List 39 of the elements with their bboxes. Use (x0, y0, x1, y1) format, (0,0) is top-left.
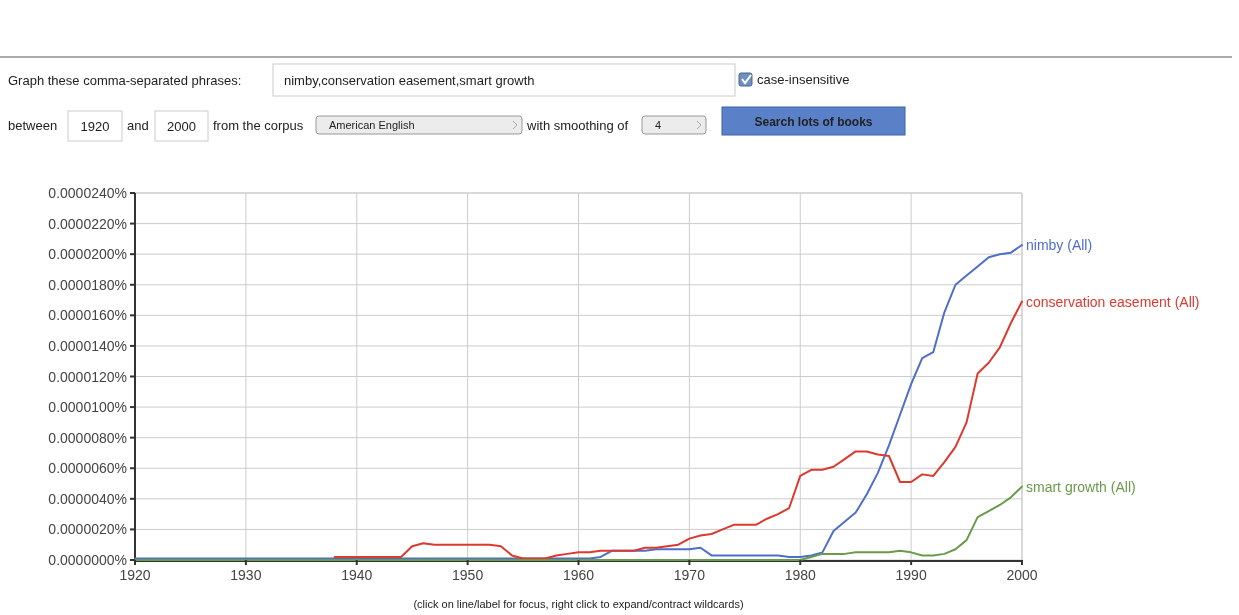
y-tick-label: 0.0000240% (48, 185, 127, 201)
y-tick-label: 0.0000020% (48, 521, 127, 538)
text: from the corpus (213, 118, 304, 133)
y-tick-label: 0.0000200% (48, 246, 127, 263)
y-tick-label: 0.0000120% (48, 368, 127, 385)
x-tick-label: 1920 (119, 567, 151, 583)
x-tick-label: 1970 (673, 567, 706, 583)
x-tick-label: 1950 (452, 567, 484, 583)
x-tick-label: 1960 (562, 567, 595, 583)
text: and (127, 118, 149, 133)
text: 2000 (167, 119, 196, 134)
text: Search lots of books (754, 115, 873, 129)
series-label: conservation easement (All) (1026, 293, 1200, 310)
text: case-insensitive (757, 72, 850, 87)
text: with smoothing of (526, 118, 629, 133)
y-tick-label: 0.0000040% (48, 490, 127, 507)
x-tick-label: 1930 (230, 567, 262, 583)
y-tick-label: 0.0000220% (48, 215, 127, 232)
y-tick-label: 0.0000180% (48, 276, 127, 293)
text: (click on line/label for focus, right click to expand/contract wildcards) (413, 598, 744, 610)
text: 4 (655, 119, 662, 131)
x-tick-label: 1990 (895, 567, 927, 583)
y-tick-label: 0.0000000% (48, 552, 127, 568)
y-tick-label: 0.0000100% (48, 399, 127, 416)
x-tick-label: 1980 (784, 567, 817, 583)
y-tick-label: 0.0000080% (48, 429, 127, 446)
text: Graph these comma-separated phrases: (8, 73, 242, 88)
y-tick-label: 0.0000060% (48, 460, 127, 477)
x-tick-label: 2000 (1006, 567, 1038, 583)
text: American English (329, 119, 415, 131)
text: 1920 (80, 119, 110, 134)
series-label: nimby (All) (1026, 236, 1093, 253)
line-series (333, 300, 1023, 560)
series-label: smart growth (All) (1026, 478, 1136, 495)
y-tick-label: 0.0000140% (48, 337, 127, 354)
text: nimby,conservation easement,smart growth (284, 73, 535, 88)
text: between (8, 118, 58, 133)
x-tick-label: 1940 (341, 567, 373, 583)
y-tick-label: 0.0000160% (48, 307, 127, 324)
